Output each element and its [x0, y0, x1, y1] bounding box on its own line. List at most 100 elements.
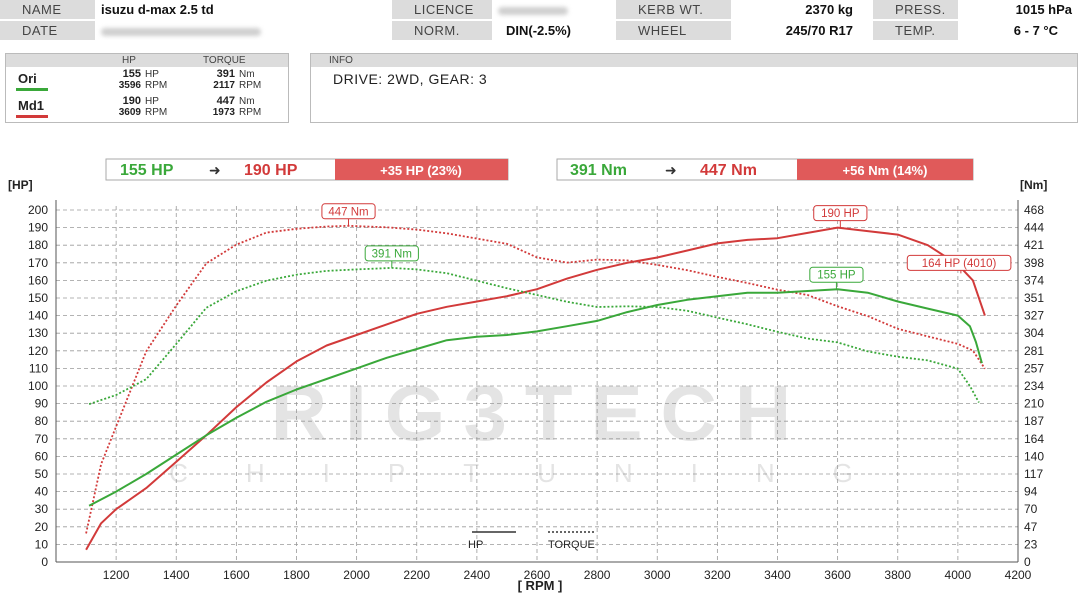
x-tick-label: 1400 [163, 568, 190, 582]
legend-torque-header: TORQUE [203, 55, 246, 66]
watermark-logo: RIG3TECH [271, 369, 809, 457]
y2-tick-label: 398 [1024, 256, 1044, 270]
watermark: RIG3TECH CHIPTUNING [169, 369, 853, 488]
hp-from: 155 HP [120, 162, 174, 179]
series-md1-hp-line [85, 226, 986, 551]
y-tick-label: 190 [28, 221, 48, 235]
hp-line-label: HP [468, 539, 483, 551]
y-tick-label: 100 [28, 379, 48, 393]
y2-tick-label: 234 [1024, 379, 1044, 393]
x-axis-title: [ RPM ] [518, 578, 563, 593]
info-header: NAME isuzu d-max 2.5 td LICENCE KERB WT.… [0, 0, 1080, 42]
y-tick-label: 130 [28, 326, 48, 340]
torque-to: 447 Nm [700, 162, 757, 179]
results-legend: HP TORQUE Ori 155 HP 3596 RPM 391 Nm 211… [5, 53, 289, 123]
arrow-icon: ➜ [665, 163, 677, 179]
x-tick-label: 2800 [584, 568, 611, 582]
y2-tick-label: 444 [1024, 221, 1044, 235]
legend-name: Md1 [18, 98, 44, 113]
licence-label: LICENCE [392, 0, 492, 19]
wheel-value: 245/70 R17 [731, 21, 871, 40]
torque-gain: +56 Nm (14%) [843, 163, 928, 178]
y-tick-label: 150 [28, 291, 48, 305]
y2-tick-label: 0 [1024, 555, 1031, 569]
y-tick-label: 50 [35, 467, 49, 481]
redacted-licence [498, 6, 568, 15]
temp-label: TEMP. [873, 21, 958, 40]
series-lines [85, 224, 986, 551]
licence-value [492, 0, 614, 19]
x-tick-label: 1800 [283, 568, 310, 582]
hp-to: 190 HP [244, 162, 298, 179]
annotation-box [364, 245, 419, 262]
annotation-label: 447 Nm [328, 206, 368, 218]
legend-hp-rpm: 3609 [118, 107, 141, 118]
info-title: INFO [329, 55, 353, 66]
y-tick-label: 200 [28, 203, 48, 217]
y-tick-label: 40 [35, 485, 49, 499]
legend-hp-unit: HP [145, 96, 159, 107]
y-tick-label: 10 [35, 537, 49, 551]
legend-torque-rpm: 2117 [213, 80, 235, 91]
x-tick-label: 2400 [464, 568, 491, 582]
annotation-box [813, 205, 868, 222]
legend-torque-value: 391 [216, 68, 235, 80]
press-value: 1015 hPa [958, 0, 1080, 19]
press-label: PRESS. [873, 0, 958, 19]
torque-summary: 391 Nm ➜ 447 Nm +56 Nm (14%) [556, 158, 974, 181]
annotation-box [321, 203, 376, 220]
legend-rpm-unit: RPM [239, 80, 262, 91]
x-tick-label: 2200 [403, 568, 430, 582]
temp-value: 6 - 7 °C [958, 21, 1080, 40]
y-tick-label: 110 [29, 361, 48, 375]
legend-torque-rpm: 1973 [212, 107, 235, 118]
legend-torque-unit: Nm [239, 96, 255, 107]
y-tick-label: 20 [35, 520, 49, 534]
torque-gain-bg [797, 159, 973, 180]
annotation-label: 391 Nm [372, 248, 412, 260]
y2-tick-label: 327 [1024, 309, 1044, 323]
y2-tick-label: 70 [1024, 502, 1038, 516]
y2-tick-label: 351 [1024, 291, 1044, 305]
y2-tick-label: 23 [1024, 537, 1038, 551]
legend-hp-header: HP [122, 55, 136, 66]
legend-hp-value: 155 [122, 68, 141, 80]
y2-tick-label: 187 [1024, 414, 1044, 428]
annotation-label: 155 HP [817, 270, 856, 282]
x-tick-label: 2600 [524, 568, 551, 582]
x-tick-label: 4000 [945, 568, 972, 582]
y-tick-label: 180 [28, 238, 48, 252]
legend-rpm-unit: RPM [145, 107, 168, 118]
name-value: isuzu d-max 2.5 td [95, 0, 390, 19]
x-tick-label: 3000 [644, 568, 671, 582]
legend-line-swatch [16, 115, 48, 118]
legend-rpm-unit: RPM [239, 107, 262, 118]
norm-label: NORM. [392, 21, 492, 40]
info-title-bar: INFO [311, 54, 1077, 67]
series-ori-torque-line [88, 266, 980, 405]
arrow-icon: ➜ [209, 163, 221, 179]
y2-tick-label: 47 [1024, 520, 1038, 534]
wheel-label: WHEEL [616, 21, 731, 40]
axes: 0 0 10 23 20 47 30 70 40 94 50 117 60 140 70 164 80 187 90… [8, 178, 1047, 593]
annotations: 447 Nm 391 Nm 190 HP 155 HP 164 HP (4010) [321, 203, 1012, 290]
annotation-box [906, 254, 1012, 271]
y2-tick-label: 374 [1024, 273, 1044, 287]
x-tick-label: 3800 [884, 568, 911, 582]
annotation-label: 190 HP [821, 208, 860, 220]
hp-gain: +35 HP (23%) [380, 163, 462, 178]
y2-tick-label: 257 [1024, 361, 1044, 375]
line-style-legend: HP TORQUE [468, 531, 595, 551]
date-value [95, 21, 390, 40]
grid [56, 206, 1018, 562]
x-tick-label: 1200 [103, 568, 130, 582]
y2-tick-label: 304 [1024, 326, 1044, 340]
y-tick-label: 120 [28, 344, 48, 358]
hp-summary: 155 HP ➜ 190 HP +35 HP (23%) [105, 158, 509, 181]
date-label: DATE [0, 21, 95, 40]
y-tick-label: 90 [35, 397, 49, 411]
series-ori-hp-line [88, 288, 983, 507]
legend-line-swatch [16, 88, 48, 91]
y2-tick-label: 210 [1024, 397, 1044, 411]
